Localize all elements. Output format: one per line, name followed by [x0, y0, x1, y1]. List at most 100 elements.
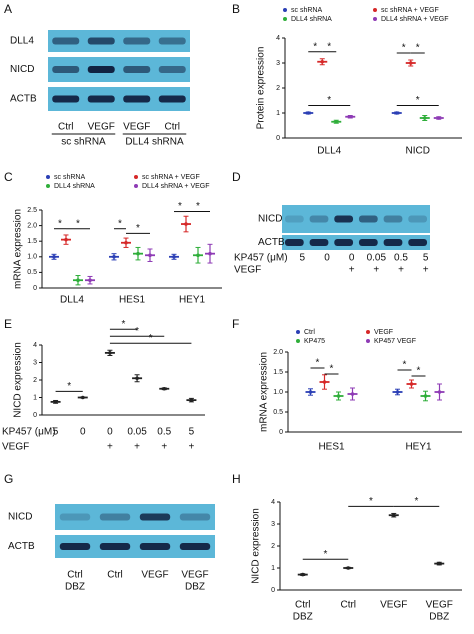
- blot-row-label: ACTB: [10, 94, 37, 105]
- group-label: sc shRNA: [61, 137, 106, 148]
- x-tick-label: 0: [80, 427, 86, 438]
- y-tick-label: 1.5: [27, 238, 37, 245]
- y-tick-label: 0: [276, 135, 280, 142]
- mean-dot: [346, 566, 351, 570]
- mean-dot: [437, 561, 442, 566]
- x-tick-label: DLL4: [317, 146, 341, 157]
- x-row-value: +: [107, 442, 113, 453]
- blot-band: [284, 239, 304, 246]
- legend-label: sc shRNA + VEGF: [142, 174, 200, 181]
- blot-band: [179, 513, 211, 521]
- blot-row-label: DLL4: [10, 36, 34, 47]
- mean-dot: [320, 59, 325, 64]
- legend-marker: [296, 339, 300, 343]
- mean-dot: [336, 394, 341, 398]
- blot-band: [139, 513, 171, 521]
- treatment-value: +: [349, 265, 355, 276]
- blot-band: [358, 239, 378, 246]
- treatment-value: 0: [349, 253, 355, 264]
- legend-label: DLL4 shRNA: [291, 16, 332, 23]
- y-tick-label: 2.0: [27, 222, 37, 229]
- legend-label: KP475: [304, 338, 325, 345]
- legend-label: sc shRNA: [291, 7, 322, 14]
- mean-dot: [322, 380, 327, 384]
- mean-dot: [162, 386, 167, 391]
- legend-marker: [296, 330, 300, 334]
- blot-band: [123, 66, 151, 73]
- significance-label: *: [178, 201, 182, 212]
- legend-label: VEGF: [374, 329, 393, 336]
- y-tick-label: 2: [33, 377, 37, 384]
- blot-strip: [282, 205, 430, 233]
- significance-label: *: [324, 549, 328, 560]
- blot-band: [383, 239, 403, 246]
- mean-dot: [64, 237, 68, 242]
- mean-dot: [108, 351, 112, 355]
- panel-label: G: [4, 472, 13, 486]
- y-tick-label: 1: [276, 110, 280, 117]
- mean-dot: [80, 395, 85, 400]
- treatment-value: +: [373, 265, 379, 276]
- row-label: KP457 (μM): [234, 253, 288, 264]
- significance-label: *: [313, 41, 317, 52]
- mean-dot: [308, 390, 313, 394]
- blot-strip: [282, 235, 430, 250]
- x-row-label: VEGF: [2, 442, 29, 453]
- x-tick-label: DBZ: [429, 612, 449, 623]
- significance-label: *: [403, 360, 407, 371]
- significance-label: *: [327, 95, 331, 106]
- legend-label: sc shRNA: [54, 174, 85, 181]
- mean-dot: [422, 116, 427, 120]
- blot-row-label: ACTB: [258, 237, 285, 248]
- y-tick-label: 2.0: [273, 349, 283, 356]
- blot-band: [59, 543, 91, 550]
- blot-band: [123, 95, 151, 103]
- x-tick-label: 0: [107, 427, 113, 438]
- mean-dot: [52, 254, 56, 259]
- mean-dot: [300, 572, 305, 577]
- treatment-value: +: [423, 265, 429, 276]
- lane-label: DBZ: [185, 582, 205, 593]
- mean-dot: [395, 390, 400, 394]
- mean-dot: [391, 513, 396, 517]
- x-tick-label: HES1: [119, 295, 146, 306]
- y-axis-label: NICD expression: [13, 342, 24, 418]
- lane-label: Ctrl: [58, 122, 74, 133]
- blot-row-label: NICD: [10, 64, 34, 75]
- mean-dot: [172, 254, 176, 259]
- y-tick-label: 0.5: [273, 409, 283, 416]
- mean-dot: [136, 251, 140, 256]
- legend-marker: [46, 184, 50, 188]
- y-tick-label: 4: [276, 35, 280, 42]
- y-tick-label: 3: [276, 60, 280, 67]
- x-tick-label: HEY1: [179, 295, 206, 306]
- legend-marker: [366, 339, 370, 343]
- mean-dot: [124, 240, 128, 245]
- y-axis-label: NICD expression: [251, 508, 262, 584]
- significance-label: *: [136, 223, 140, 234]
- significance-label: *: [416, 43, 420, 54]
- legend-marker: [366, 330, 370, 334]
- blot-band: [99, 513, 131, 521]
- lane-label: VEGF: [88, 122, 115, 133]
- mean-dot: [148, 253, 152, 258]
- row-label: VEGF: [234, 265, 261, 276]
- blot-band: [87, 95, 115, 103]
- treatment-value: 0.05: [367, 253, 387, 264]
- blot-band: [87, 37, 115, 45]
- blot-band: [158, 66, 186, 73]
- legend-marker: [134, 184, 138, 188]
- mean-dot: [423, 394, 428, 398]
- y-tick-label: 1.5: [273, 369, 283, 376]
- group-label: DLL4 shRNA: [125, 137, 184, 148]
- blot-band: [284, 215, 304, 223]
- significance-label: *: [135, 326, 139, 337]
- significance-label: *: [417, 366, 421, 377]
- mean-dot: [348, 114, 353, 119]
- blot-band: [59, 513, 91, 521]
- blot-band: [358, 215, 378, 223]
- legend-marker: [46, 175, 50, 179]
- blot-band: [408, 239, 428, 246]
- mean-dot: [334, 119, 339, 124]
- legend-label: DLL4 shRNA + VEGF: [381, 16, 449, 23]
